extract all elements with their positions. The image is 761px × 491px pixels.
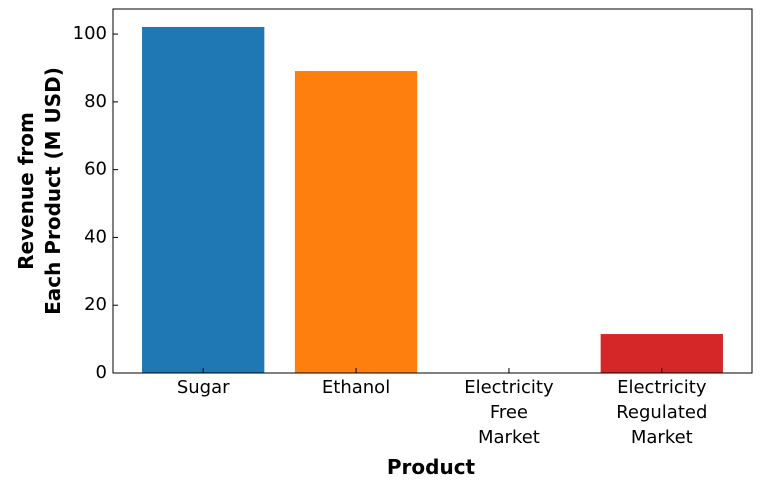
y-tick-label: 80 [84,91,107,112]
y-tick-label: 0 [96,362,107,383]
x-tick-label: Electricity Regulated Market [616,377,708,448]
x-tick-label: Sugar [176,377,230,398]
y-axis-label: Revenue from Each Product (M USD) [14,67,65,315]
bar [142,26,265,373]
bar [600,334,723,373]
y-tick-label: 60 [84,159,107,180]
x-axis-label: Product [386,455,476,479]
bar [294,71,418,374]
y-tick-label: 40 [84,226,107,247]
x-tick-label: Ethanol [321,377,391,398]
y-tick-label: 20 [84,294,107,315]
x-tick-label: Electricity Free Market [464,377,554,448]
plot-frame [112,8,753,374]
y-tick-label: 100 [73,23,107,44]
